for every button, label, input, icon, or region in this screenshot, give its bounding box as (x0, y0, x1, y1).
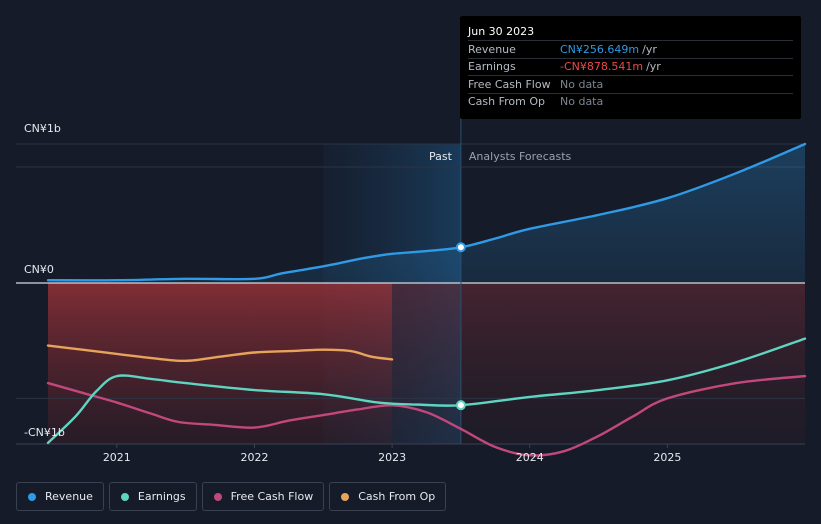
tooltip-row-earnings: Earnings -CN¥878.541m /yr (468, 57, 793, 76)
legend-item-cash-from-op[interactable]: Cash From Op (329, 482, 447, 511)
tooltip-unit: /yr (642, 42, 657, 56)
legend-item-revenue[interactable]: Revenue (16, 482, 104, 511)
tooltip-date: Jun 30 2023 (468, 25, 535, 38)
legend-label: Free Cash Flow (230, 490, 314, 503)
legend-label: Revenue (45, 490, 93, 503)
tooltip-label: Free Cash Flow (468, 77, 551, 91)
x-tick-label: 2025 (653, 451, 681, 464)
chart: CN¥1b CN¥0 -CN¥1b 2021 2022 2023 2024 2025 Pas… (16, 16, 807, 464)
tooltip: Jun 30 2023 Revenue CN¥256.649m /yr Earn… (460, 16, 801, 119)
legend-dot-icon (120, 492, 129, 501)
legend-label: Earnings (137, 490, 186, 503)
tooltip-label: Revenue (468, 42, 516, 56)
tooltip-label: Earnings (468, 60, 516, 74)
legend-label: Cash From Op (358, 490, 436, 503)
negative-area-red (48, 283, 393, 444)
legend-dot-icon (28, 492, 36, 501)
tooltip-row-cash-from-op: Cash From Op No data (468, 92, 793, 111)
tooltip-row-revenue: Revenue CN¥256.649m /yr (468, 40, 793, 58)
x-tick-label: 2023 (378, 451, 406, 464)
legend: Revenue Earnings Free Cash Flow Cash Fro… (16, 482, 447, 511)
negative-area-forecast (392, 283, 805, 444)
legend-item-free-cash-flow[interactable]: Free Cash Flow (201, 482, 325, 511)
earnings-marker (455, 400, 466, 411)
y-tick-label: CN¥0 (24, 263, 54, 276)
revenue-area (48, 144, 805, 283)
x-tick-label: 2021 (103, 451, 131, 464)
free-cash-flow-line (46, 374, 807, 457)
tooltip-value: No data (560, 77, 604, 91)
x-tick-label: 2024 (516, 451, 544, 464)
cash-from-op-line (46, 344, 394, 363)
legend-dot-icon (213, 492, 222, 501)
earnings-line (46, 337, 807, 445)
tooltip-value: No data (560, 95, 604, 109)
past-label: Past (429, 150, 453, 163)
tooltip-value: -CN¥878.541m (560, 60, 644, 74)
y-tick-label: -CN¥1b (24, 426, 65, 439)
tooltip-value: CN¥256.649m (560, 42, 640, 56)
legend-dot-icon (341, 492, 350, 501)
tooltip-row-free-cash-flow: Free Cash Flow No data (468, 75, 793, 93)
forecast-label: Analysts Forecasts (469, 150, 572, 163)
x-tick-label: 2022 (240, 451, 268, 464)
y-tick-label: CN¥1b (24, 122, 61, 135)
tooltip-label: Cash From Op (468, 95, 546, 109)
legend-item-earnings[interactable]: Earnings (108, 482, 197, 511)
tooltip-unit: /yr (646, 60, 661, 74)
revenue-marker (455, 242, 466, 253)
revenue-line (46, 142, 807, 282)
